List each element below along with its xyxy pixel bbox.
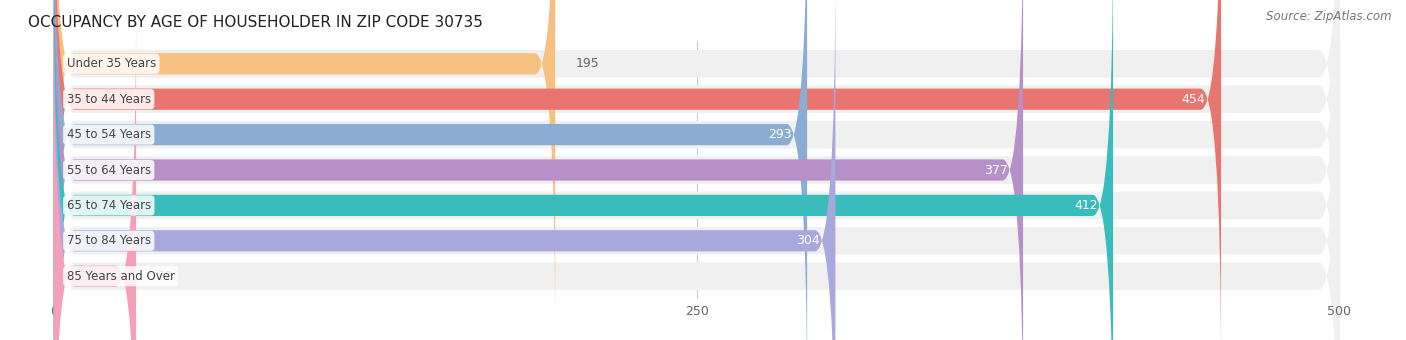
FancyBboxPatch shape [53, 0, 1340, 340]
Text: 85 Years and Over: 85 Years and Over [66, 270, 174, 283]
Text: 195: 195 [575, 57, 599, 70]
Text: 293: 293 [768, 128, 792, 141]
FancyBboxPatch shape [53, 0, 1340, 333]
Text: OCCUPANCY BY AGE OF HOUSEHOLDER IN ZIP CODE 30735: OCCUPANCY BY AGE OF HOUSEHOLDER IN ZIP C… [28, 15, 484, 30]
FancyBboxPatch shape [53, 0, 1024, 340]
Text: 35 to 44 Years: 35 to 44 Years [66, 93, 150, 106]
Text: 454: 454 [1182, 93, 1205, 106]
Text: Under 35 Years: Under 35 Years [66, 57, 156, 70]
FancyBboxPatch shape [53, 0, 1340, 340]
FancyBboxPatch shape [53, 0, 807, 340]
Text: 65 to 74 Years: 65 to 74 Years [66, 199, 150, 212]
Text: 377: 377 [984, 164, 1008, 176]
FancyBboxPatch shape [53, 0, 835, 340]
Text: 412: 412 [1074, 199, 1098, 212]
FancyBboxPatch shape [53, 0, 1340, 340]
FancyBboxPatch shape [53, 0, 555, 336]
FancyBboxPatch shape [53, 4, 136, 340]
FancyBboxPatch shape [53, 0, 1340, 340]
Text: Source: ZipAtlas.com: Source: ZipAtlas.com [1267, 10, 1392, 23]
Text: 45 to 54 Years: 45 to 54 Years [66, 128, 150, 141]
Text: 55 to 64 Years: 55 to 64 Years [66, 164, 150, 176]
FancyBboxPatch shape [53, 0, 1114, 340]
FancyBboxPatch shape [53, 0, 1340, 340]
Text: 75 to 84 Years: 75 to 84 Years [66, 234, 150, 247]
Text: 304: 304 [796, 234, 820, 247]
FancyBboxPatch shape [53, 7, 1340, 340]
Text: 32: 32 [156, 270, 173, 283]
FancyBboxPatch shape [53, 0, 1220, 340]
